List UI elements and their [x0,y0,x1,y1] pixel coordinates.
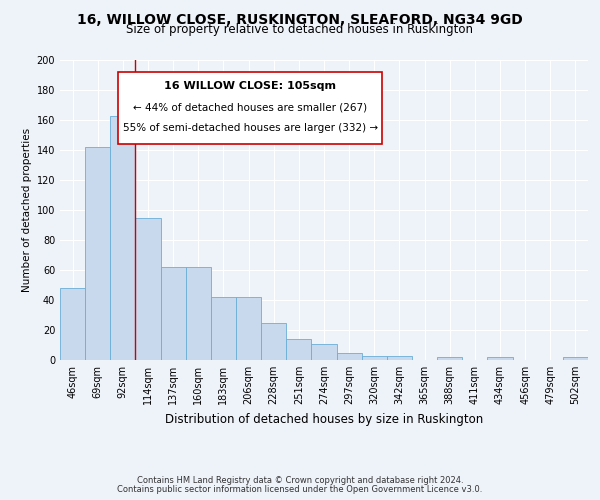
Bar [161,267,186,360]
Bar [437,357,462,360]
Bar [186,267,211,360]
Bar [337,352,362,360]
Bar [236,297,261,360]
FancyBboxPatch shape [118,72,382,144]
Bar [85,147,110,360]
Bar [387,356,412,360]
Bar [136,218,161,360]
Text: 16, WILLOW CLOSE, RUSKINGTON, SLEAFORD, NG34 9GD: 16, WILLOW CLOSE, RUSKINGTON, SLEAFORD, … [77,12,523,26]
Bar [563,357,588,360]
Bar [261,322,286,360]
Text: Size of property relative to detached houses in Ruskington: Size of property relative to detached ho… [127,22,473,36]
Text: 55% of semi-detached houses are larger (332) →: 55% of semi-detached houses are larger (… [122,123,377,133]
Bar [487,357,512,360]
Text: Contains HM Land Registry data © Crown copyright and database right 2024.: Contains HM Land Registry data © Crown c… [137,476,463,485]
Text: ← 44% of detached houses are smaller (267): ← 44% of detached houses are smaller (26… [133,102,367,112]
X-axis label: Distribution of detached houses by size in Ruskington: Distribution of detached houses by size … [165,412,483,426]
Bar [211,297,236,360]
Bar [110,116,136,360]
Bar [286,339,311,360]
Text: Contains public sector information licensed under the Open Government Licence v3: Contains public sector information licen… [118,485,482,494]
Bar [362,356,387,360]
Text: 16 WILLOW CLOSE: 105sqm: 16 WILLOW CLOSE: 105sqm [164,81,336,91]
Bar [311,344,337,360]
Bar [60,288,85,360]
Y-axis label: Number of detached properties: Number of detached properties [22,128,32,292]
